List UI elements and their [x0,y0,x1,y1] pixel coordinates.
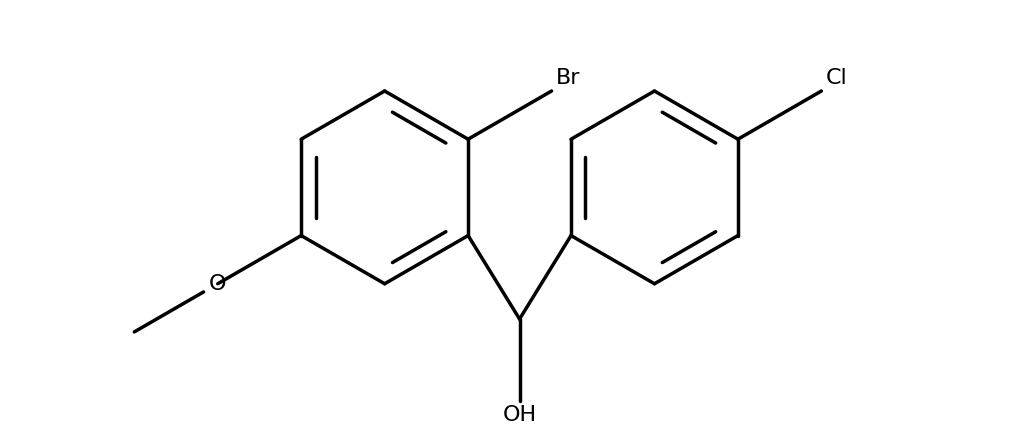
Text: O: O [209,274,227,294]
Text: OH: OH [503,405,536,425]
Text: Cl: Cl [825,68,847,88]
Text: Br: Br [556,68,580,88]
